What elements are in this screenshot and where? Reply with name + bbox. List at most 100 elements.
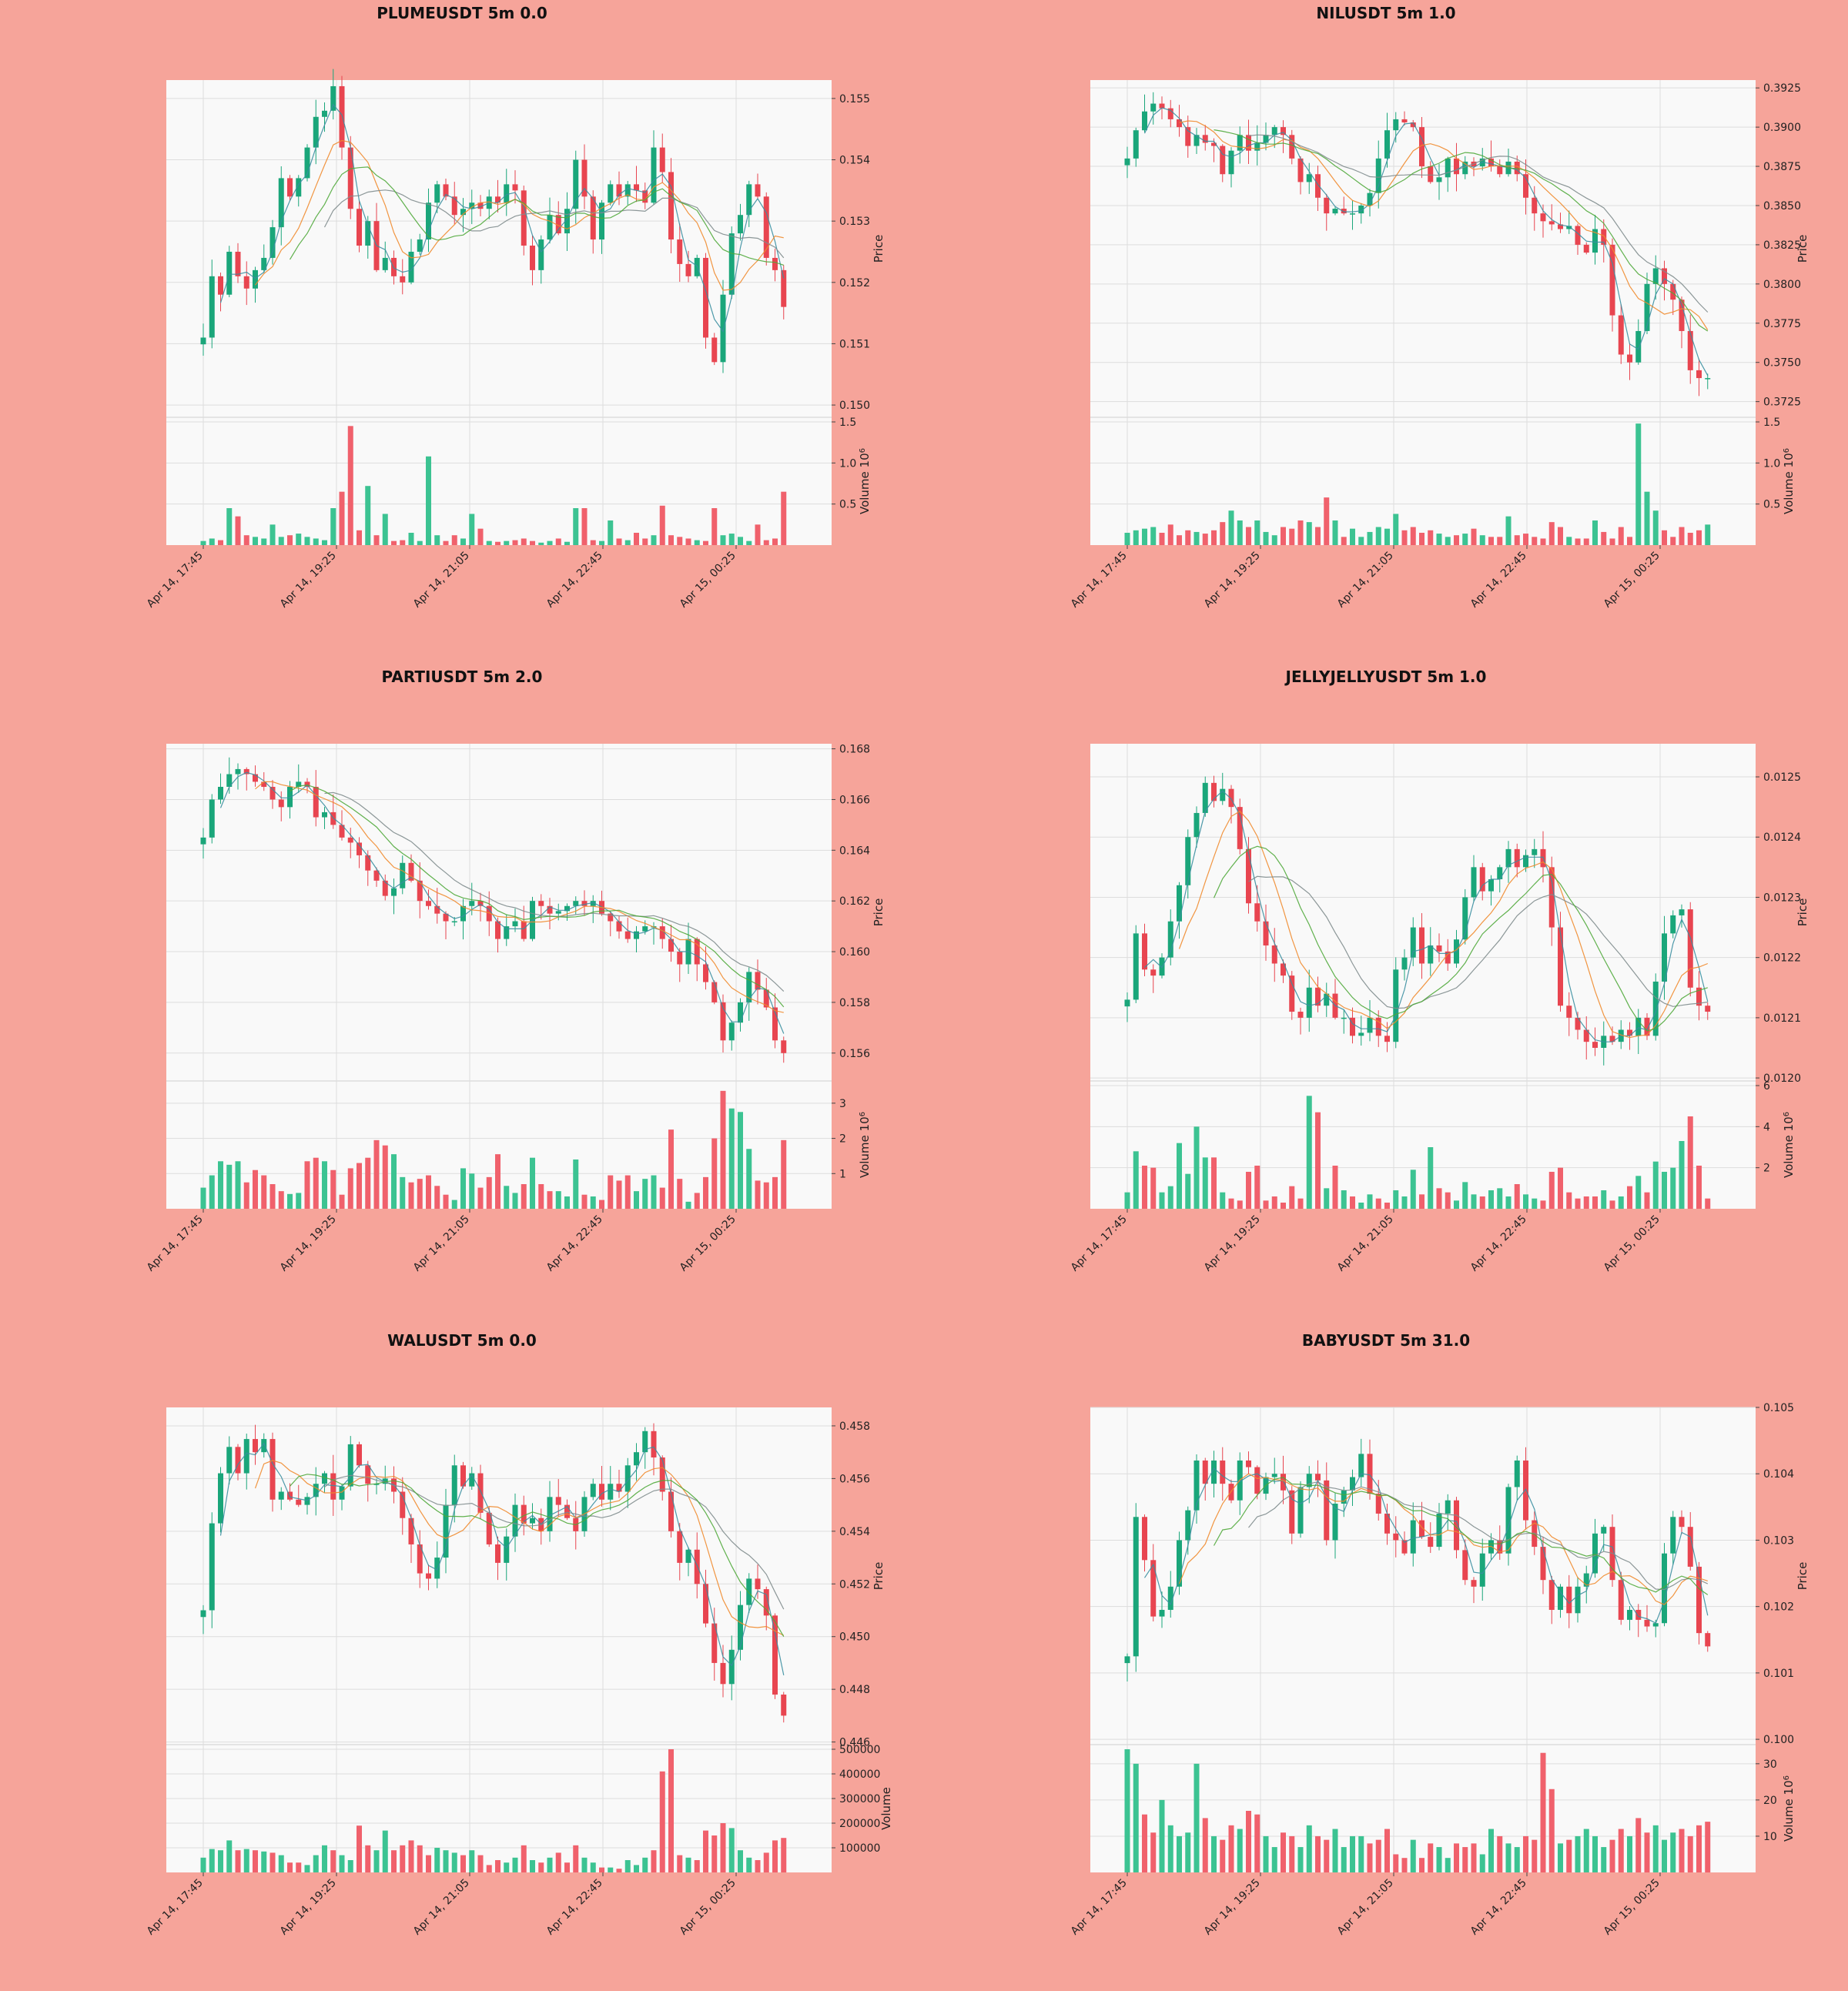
candle (434, 1558, 440, 1579)
price-axis-label: Price (872, 235, 886, 263)
volume-bar (1246, 527, 1251, 545)
volume-bar (1523, 1835, 1528, 1872)
candle (1246, 1460, 1251, 1467)
volume-bar (642, 1857, 648, 1872)
candle (278, 178, 284, 228)
candle (746, 972, 752, 1002)
volume-bar (365, 1157, 371, 1209)
volume-tick-label: 1.0 (1763, 457, 1780, 470)
volume-bar (504, 1186, 510, 1209)
volume-bar (1419, 533, 1424, 545)
volume-bar (1488, 537, 1494, 545)
candle (200, 337, 206, 345)
candle (1532, 848, 1538, 855)
volume-bar (590, 1196, 596, 1209)
candle (1410, 927, 1416, 958)
candle (1271, 1474, 1277, 1477)
volume-bar (538, 1184, 544, 1209)
candle (1254, 903, 1260, 922)
candle (339, 825, 345, 838)
candle (469, 901, 475, 906)
moving-average-line (255, 781, 784, 1013)
volume-bar (703, 540, 708, 545)
y-tick-label: 0.454 (839, 1526, 870, 1538)
volume-bar (1289, 528, 1295, 545)
candle (235, 1447, 241, 1474)
volume-bar (1696, 530, 1702, 545)
volume-bar (1289, 1186, 1295, 1209)
volume-bar (1228, 1825, 1234, 1872)
volume-bar (1324, 497, 1330, 545)
chart-svg-baby: BABYUSDT 5m 31.0 Apr 14, 17:45 Apr 14, 19:… (1069, 1331, 1810, 1938)
volume-bar (1271, 1196, 1277, 1209)
candle (1401, 957, 1408, 970)
volume-bar (1583, 1196, 1589, 1209)
candle (243, 1439, 249, 1474)
candle (278, 1491, 284, 1500)
candle (642, 926, 648, 932)
candle (555, 1497, 561, 1505)
volume-bar (530, 540, 535, 545)
volume-bar (1445, 1858, 1451, 1872)
candle (1202, 135, 1208, 143)
volume-bar (659, 1771, 665, 1872)
volume-tick-label: 500000 (839, 1744, 880, 1756)
candle (1687, 1527, 1693, 1567)
y-tick-label: 0.153 (839, 216, 870, 228)
volume-bar (1375, 1198, 1381, 1209)
candle (1601, 229, 1607, 245)
candle (1644, 1619, 1650, 1627)
volume-bar (1254, 1814, 1260, 1872)
y-tick-label: 0.452 (839, 1578, 870, 1591)
volume-bar (1497, 1835, 1503, 1872)
volume-bar (521, 1845, 527, 1872)
candle (1401, 119, 1408, 123)
volume-bar (235, 1161, 241, 1209)
x-tick-label: Apr 14, 19:25 (278, 1877, 339, 1938)
volume-bar (373, 535, 380, 545)
candle (1609, 244, 1615, 316)
y-tick-label: 0.456 (839, 1473, 870, 1485)
candle (1583, 244, 1589, 253)
candle (1566, 1006, 1572, 1018)
candle (408, 1518, 414, 1544)
volume-bar (651, 535, 657, 545)
candle (1177, 1540, 1182, 1587)
volume-bar (624, 540, 631, 545)
volume-bar (530, 1860, 535, 1872)
volume-bar (218, 540, 223, 545)
volume-bar (1315, 1112, 1321, 1209)
volume-bar (755, 1860, 761, 1872)
candle (651, 147, 657, 203)
volume-bar (1133, 1763, 1139, 1872)
candle (720, 1662, 726, 1685)
candle (781, 269, 787, 307)
candle (573, 901, 579, 906)
candle (218, 1473, 223, 1524)
y-tick-label: 0.3725 (1763, 397, 1801, 409)
volume-bar (209, 538, 215, 545)
candle (1471, 867, 1477, 898)
candle (1687, 909, 1693, 988)
volume-scale-exponent: 6 (1783, 1775, 1791, 1780)
candle (1635, 330, 1642, 363)
candle (1454, 1500, 1459, 1551)
candle (763, 196, 769, 258)
volume-bar (382, 1145, 388, 1209)
candle (1375, 1017, 1381, 1036)
volume-bar (357, 1825, 362, 1872)
volume-bar (1566, 537, 1572, 545)
candle (304, 781, 310, 787)
chart-svg-wal: WALUSDT 5m 0.0 Apr 14, 17:45 Apr 14, 19:25… (145, 1331, 893, 1938)
moving-average-line (323, 189, 785, 259)
volume-bar (226, 508, 233, 545)
volume-bar (1609, 1200, 1615, 1209)
volume-bar (287, 1862, 293, 1872)
volume-bar (738, 537, 743, 545)
volume-bar (1281, 1832, 1286, 1872)
candle (1289, 135, 1295, 159)
candle (426, 901, 431, 906)
volume-axis-label: Volume 106 (858, 1112, 872, 1178)
volume-bar (1393, 1190, 1399, 1209)
price-pane (166, 1407, 832, 1745)
